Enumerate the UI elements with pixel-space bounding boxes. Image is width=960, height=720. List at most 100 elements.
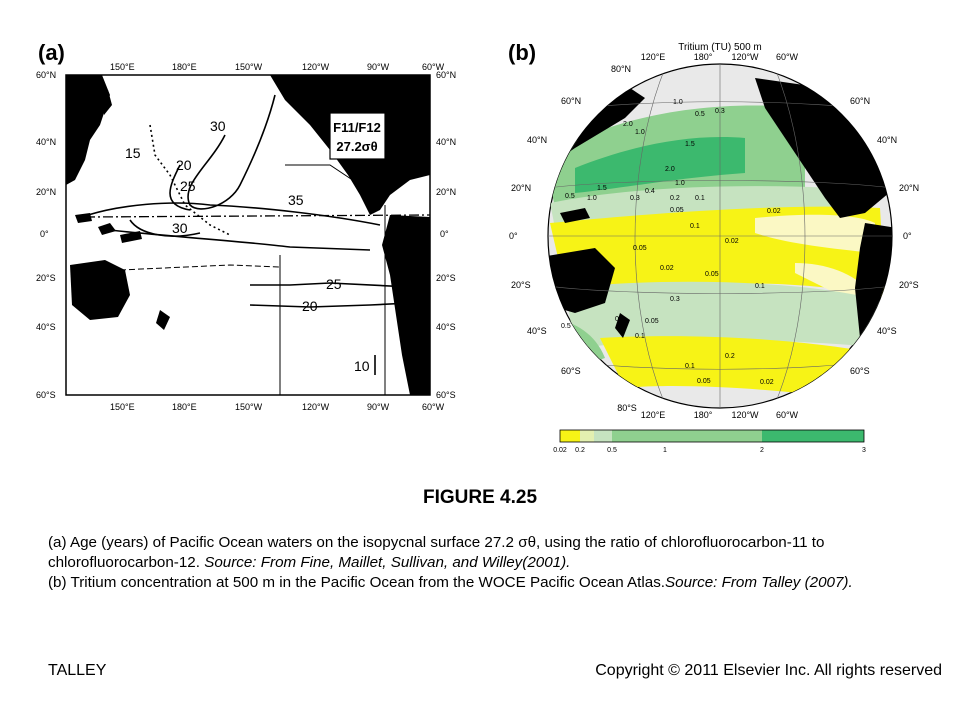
contour-label: 20 bbox=[302, 298, 318, 314]
contour-label: 0.5 bbox=[695, 111, 705, 118]
caption-source-b: Source: From Talley (2007). bbox=[665, 574, 853, 591]
contour-label: 0.1 bbox=[695, 195, 705, 202]
legend-swatch bbox=[580, 430, 594, 442]
australia-land bbox=[70, 260, 130, 320]
island-land bbox=[120, 231, 142, 243]
bottom-lon-tick: 120°W bbox=[302, 402, 330, 412]
contour-label: 0.02 bbox=[725, 238, 739, 245]
right-lat-tick: 60°N bbox=[436, 70, 456, 80]
legend-tick-label: 1 bbox=[663, 447, 667, 454]
tritium-map: Tritium (TU) 500 m 1.0 0.5 0.3 bbox=[509, 42, 919, 454]
contour-label: 0.1 bbox=[685, 363, 695, 370]
contour-label: 20 bbox=[176, 157, 192, 173]
left-lat-tick: 0° bbox=[40, 229, 49, 239]
asia-land bbox=[66, 75, 110, 185]
contour-label: 0.02 bbox=[767, 208, 781, 215]
tritium-band-highest bbox=[575, 137, 745, 193]
bottom-lon-tick: 60°W bbox=[776, 410, 799, 420]
ratio-label-box bbox=[329, 112, 386, 160]
left-lat-tick: 60°S bbox=[561, 366, 581, 376]
left-lat-tick: 40°N bbox=[527, 135, 547, 145]
map-a-contours bbox=[84, 94, 431, 395]
right-lat-tick: 20°N bbox=[436, 187, 456, 197]
south-america-land bbox=[855, 223, 892, 383]
tritium-band-lowest bbox=[755, 214, 875, 253]
tritium-band-south-mid bbox=[565, 281, 890, 348]
contour-label: 0.05 bbox=[645, 318, 659, 325]
left-lat-tick: 40°N bbox=[36, 137, 56, 147]
map-a-contour-labels: 15 20 25 30 35 30 25 20 10 bbox=[125, 118, 370, 374]
ratio-label-line2: 27.2σθ bbox=[336, 139, 377, 154]
left-lat-tick: 40°S bbox=[527, 326, 547, 336]
contour-label: 1.0 bbox=[635, 129, 645, 136]
footer-copyright: Copyright © 2011 Elsevier Inc. All right… bbox=[595, 662, 942, 679]
bottom-lon-tick: 180°E bbox=[172, 402, 197, 412]
ratio-label-line1: F11/F12 bbox=[333, 120, 381, 135]
bottom-lon-tick: 90°W bbox=[367, 402, 390, 412]
australia-land bbox=[548, 248, 615, 313]
footer-author: TALLEY bbox=[48, 662, 107, 679]
figure-title: FIGURE 4.25 bbox=[422, 487, 538, 508]
bottom-lon-tick: 180° bbox=[694, 410, 713, 420]
tritium-axis-labels: 120°E 180° 120°W 60°W 80°N 120°E 180° 12… bbox=[509, 52, 919, 420]
legend-frame bbox=[559, 429, 865, 443]
right-lat-tick: 20°S bbox=[899, 280, 919, 290]
right-lat-tick: 60°N bbox=[850, 96, 870, 106]
top-lon-tick: 180° bbox=[694, 52, 713, 62]
left-lat-tick: 40°S bbox=[36, 322, 56, 332]
top-lon-tick: 60°W bbox=[776, 52, 799, 62]
top-lon-tick: 120°E bbox=[641, 52, 666, 62]
right-lat-tick: 40°S bbox=[436, 322, 456, 332]
top-lon-tick: 120°W bbox=[731, 52, 759, 62]
left-lat-tick: 20°S bbox=[511, 280, 531, 290]
contour-label: 1.0 bbox=[673, 99, 683, 106]
contour-label: 0.1 bbox=[755, 283, 765, 290]
top-lon-tick: 60°W bbox=[422, 62, 445, 72]
top-lon-tick: 120°W bbox=[302, 62, 330, 72]
tritium-band-south-low bbox=[600, 336, 875, 398]
tritium-legend: 0.02 0.2 0.5 1 2 3 bbox=[553, 429, 866, 454]
right-lat-tick: 60°S bbox=[850, 366, 870, 376]
right-lat-tick: 20°N bbox=[899, 183, 919, 193]
map-a-axis-labels: 150°E 180°E 150°W 120°W 90°W 60°W 150°E … bbox=[36, 62, 456, 412]
bottom-lon-tick: 120°E bbox=[641, 410, 666, 420]
contour-label: 0.4 bbox=[615, 316, 625, 323]
figure-caption: (a) Age (years) of Pacific Ocean waters … bbox=[48, 533, 928, 593]
legend-swatch bbox=[560, 430, 580, 442]
contour-label: 0.05 bbox=[670, 207, 684, 214]
bottom-pole-label: 80°S bbox=[617, 403, 637, 413]
top-lon-tick: 150°W bbox=[235, 62, 263, 72]
contour-label: 0.4 bbox=[645, 188, 655, 195]
left-lat-tick: 60°N bbox=[561, 96, 581, 106]
contour-label: 1.5 bbox=[685, 141, 695, 148]
legend-swatch bbox=[612, 430, 762, 442]
top-lon-tick: 150°E bbox=[110, 62, 135, 72]
island-land bbox=[560, 208, 590, 223]
right-lat-tick: 40°N bbox=[877, 135, 897, 145]
contour-label: 0.05 bbox=[633, 245, 647, 252]
contour-label: 10 bbox=[354, 358, 370, 374]
bottom-lon-tick: 150°W bbox=[235, 402, 263, 412]
island-land bbox=[75, 213, 92, 223]
contour-label: 0.02 bbox=[660, 265, 674, 272]
bottom-lon-tick: 150°E bbox=[110, 402, 135, 412]
legend-swatch bbox=[762, 430, 864, 442]
contour-label: 2.0 bbox=[665, 166, 675, 173]
panel-a-label: (a) bbox=[38, 40, 65, 65]
contour-label: 0.3 bbox=[670, 296, 680, 303]
contour-label: 0.05 bbox=[697, 378, 711, 385]
contour-label: 0.2 bbox=[670, 195, 680, 202]
panel-b-label: (b) bbox=[508, 40, 537, 65]
caption-part-b: (b) Tritium concentration at 500 m in th… bbox=[48, 574, 666, 591]
right-lat-tick: 40°N bbox=[436, 137, 456, 147]
right-lat-tick: 40°S bbox=[877, 326, 897, 336]
right-lat-tick: 0° bbox=[440, 229, 449, 239]
japan-land bbox=[100, 90, 112, 115]
contour-label: 0.5 bbox=[565, 193, 575, 200]
contour-label: 30 bbox=[210, 118, 226, 134]
top-lon-tick: 180°E bbox=[172, 62, 197, 72]
contour-label: 0.05 bbox=[705, 271, 719, 278]
left-lat-tick: 60°S bbox=[36, 390, 56, 400]
left-lat-tick: 20°N bbox=[511, 183, 531, 193]
caption-part-a: (a) Age (years) of Pacific Ocean waters … bbox=[48, 534, 825, 571]
